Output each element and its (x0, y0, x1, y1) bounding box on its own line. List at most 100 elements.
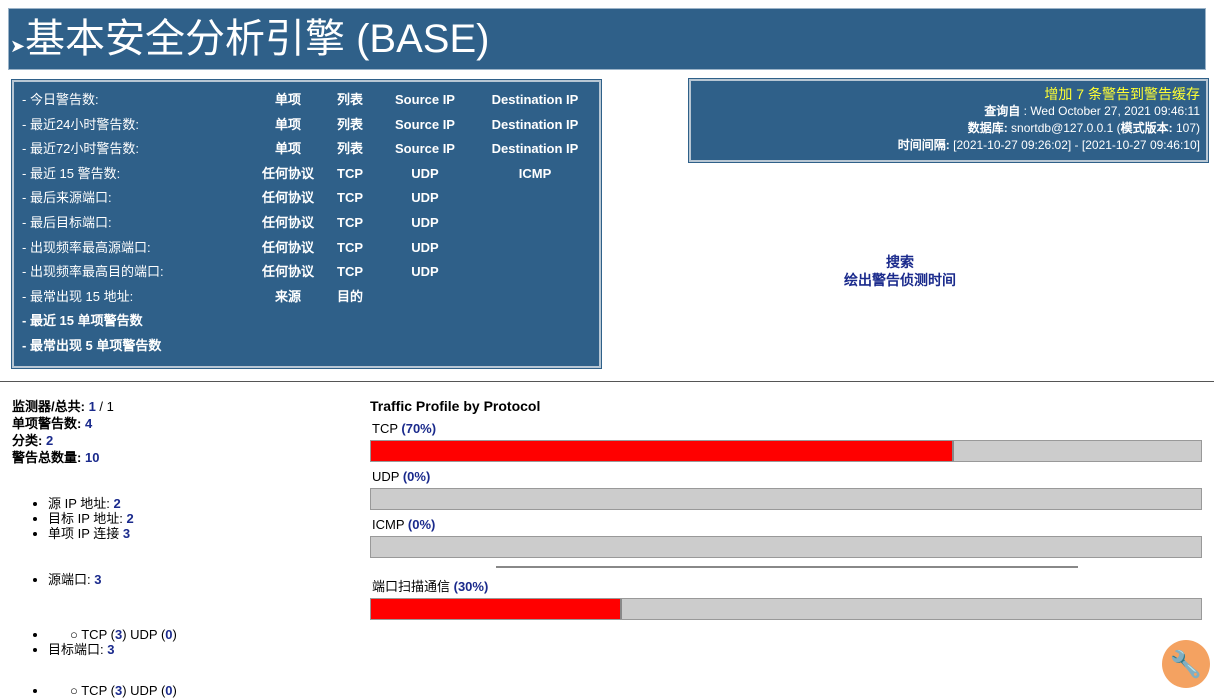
unique-link[interactable]: 4 (84, 416, 93, 431)
menu-link[interactable]: Source IP (395, 116, 455, 132)
dst-port-list: ○ TCP (3) UDP (0) (30, 683, 177, 698)
graph-link[interactable]: 绘出警告侦测时间 (844, 272, 956, 288)
menu-row: - 今日警告数: 单项 列表 Source IP Destination IP (20, 88, 593, 113)
menu-label: - 出现频率最高目的端口: (22, 264, 164, 280)
menu-label: - 最常出现 15 地址: (22, 288, 134, 304)
category-link[interactable]: 2 (45, 433, 54, 448)
schema-label: 模式版本: (1120, 121, 1173, 135)
menu-link[interactable]: 列表 (336, 141, 363, 157)
circle-icon: ○ (70, 627, 82, 642)
menu-link[interactable]: 来源 (274, 288, 301, 304)
menu-link[interactable]: TCP (337, 165, 363, 181)
wrench-icon[interactable]: 🔧 (1162, 640, 1210, 688)
portscan-bar (370, 598, 1202, 620)
portscan-label: 端口扫描通信 (372, 579, 454, 594)
sensors-total: / 1 (95, 399, 114, 414)
menu-link[interactable]: 任何协议 (261, 239, 314, 255)
menu-row: - 最近 15 单项警告数 (20, 309, 593, 334)
menu-link[interactable]: 单项 (274, 92, 301, 107)
menu-label: - 今日警告数: (22, 92, 99, 107)
quick-menu: - 今日警告数: 单项 列表 Source IP Destination IP - 最近2… (11, 79, 602, 369)
list-item: ○ TCP (3) UDP (0) (48, 627, 177, 642)
src-tcp-link[interactable]: 3 (114, 627, 123, 642)
menu-link[interactable]: TCP (337, 214, 363, 230)
cache-link[interactable]: 增加 7 条警告到警告缓存 (1044, 86, 1200, 102)
menu-label[interactable]: - 最常出现 5 单项警告数 (22, 337, 162, 353)
unique-label: 单项警告数: (12, 416, 82, 431)
dst-port-link[interactable]: 3 (107, 642, 115, 657)
port-list: ○ TCP (3) UDP (0) 目标端口: 3 (30, 627, 177, 657)
protocol-pct-link[interactable]: (0%) (402, 469, 431, 484)
menu-row: - 最后来源端口: 任何协议 TCP UDP (20, 186, 593, 211)
separator (496, 566, 1078, 568)
menu-link[interactable]: TCP (337, 190, 363, 206)
list-item: ○ TCP (3) UDP (0) (48, 683, 177, 698)
cursor-icon: ➤ (10, 36, 26, 56)
menu-link[interactable]: 任何协议 (261, 264, 314, 280)
menu-link[interactable]: Destination IP (491, 141, 579, 157)
menu-link[interactable]: 列表 (336, 92, 363, 107)
protocol-bar (370, 440, 1202, 462)
menu-link[interactable]: UDP (411, 264, 439, 280)
circle-icon: ○ (70, 683, 82, 698)
list-item: 源端口: 3 (48, 572, 101, 587)
menu-link[interactable]: 任何协议 (261, 165, 314, 181)
protocol-bar-fill (371, 441, 954, 461)
menu-link[interactable]: Source IP (395, 141, 455, 157)
divider (0, 381, 1214, 382)
time-label: 时间间隔: (897, 138, 950, 152)
portscan-pct-link[interactable]: (30%) (453, 579, 489, 594)
menu-link[interactable]: 任何协议 (261, 214, 314, 230)
menu-link[interactable]: TCP (337, 239, 363, 255)
menu-link[interactable]: TCP (337, 264, 363, 280)
menu-row: - 最近 15 警告数: 任何协议 TCP UDP ICMP (20, 162, 593, 187)
menu-link[interactable]: UDP (411, 214, 439, 230)
menu-link[interactable]: 目的 (336, 288, 363, 304)
menu-label[interactable]: - 最近 15 单项警告数 (22, 313, 143, 329)
menu-link[interactable]: 列表 (336, 116, 363, 132)
query-label: 查询自 (984, 104, 1021, 118)
summary-stats: 监测器/总共: 1 / 1 单项警告数: 4 分类: 2 警告总数量: 10 (12, 398, 114, 466)
menu-label: - 最近 15 警告数: (22, 165, 121, 181)
menu-label: - 最后来源端口: (22, 190, 112, 206)
menu-label: - 出现频率最高源端口: (22, 239, 151, 255)
menu-row: - 最近24小时警告数: 单项 列表 Source IP Destination IP (20, 113, 593, 138)
dst-ip-link[interactable]: 2 (126, 511, 134, 526)
db-label: 数据库: (967, 121, 1008, 135)
menu-link[interactable]: Source IP (395, 92, 455, 107)
menu-link[interactable]: ICMP (518, 165, 552, 181)
src-ip-link[interactable]: 2 (113, 496, 121, 511)
list-item: 目标 IP 地址: 2 (48, 511, 134, 526)
query-value: : Wed October 27, 2021 09:46:11 (1020, 104, 1200, 118)
menu-label: - 最近24小时警告数: (22, 116, 140, 132)
menu-link[interactable]: 单项 (274, 116, 301, 132)
menu-link[interactable]: Destination IP (491, 92, 579, 107)
list-item: 目标端口: 3 (48, 642, 177, 657)
list-item: 单项 IP 连接 3 (48, 526, 134, 541)
dst-udp-link[interactable]: 0 (165, 683, 173, 698)
uniq-ip-link[interactable]: 3 (122, 526, 131, 541)
page-title: 基本安全分析引擎 (BASE) (8, 8, 1206, 70)
menu-link[interactable]: UDP (411, 190, 439, 206)
search-link[interactable]: 搜索 (886, 254, 914, 270)
total-link[interactable]: 10 (84, 450, 100, 465)
schema-value: 107) (1172, 121, 1200, 135)
menu-row: - 出现频率最高源端口: 任何协议 TCP UDP (20, 236, 593, 261)
menu-link[interactable]: UDP (411, 239, 439, 255)
category-label: 分类: (12, 433, 43, 448)
protocol-pct-link[interactable]: (0%) (407, 517, 436, 532)
ip-list: 源 IP 地址: 2 目标 IP 地址: 2 单项 IP 连接 3 (30, 496, 134, 541)
src-port-link[interactable]: 3 (94, 572, 102, 587)
protocol-pct-link[interactable]: (70%) (401, 421, 437, 436)
protocol-label: UDP (372, 469, 403, 484)
protocol-bar (370, 536, 1202, 558)
menu-link[interactable]: Destination IP (491, 116, 579, 132)
sensors-link[interactable]: 1 (88, 399, 96, 414)
menu-link[interactable]: 单项 (274, 141, 301, 157)
dst-tcp-link[interactable]: 3 (114, 683, 123, 698)
portscan-bar-fill (371, 599, 622, 619)
menu-label: - 最后目标端口: (22, 214, 112, 230)
src-udp-link[interactable]: 0 (165, 627, 173, 642)
menu-link[interactable]: UDP (411, 165, 439, 181)
menu-link[interactable]: 任何协议 (261, 190, 314, 206)
